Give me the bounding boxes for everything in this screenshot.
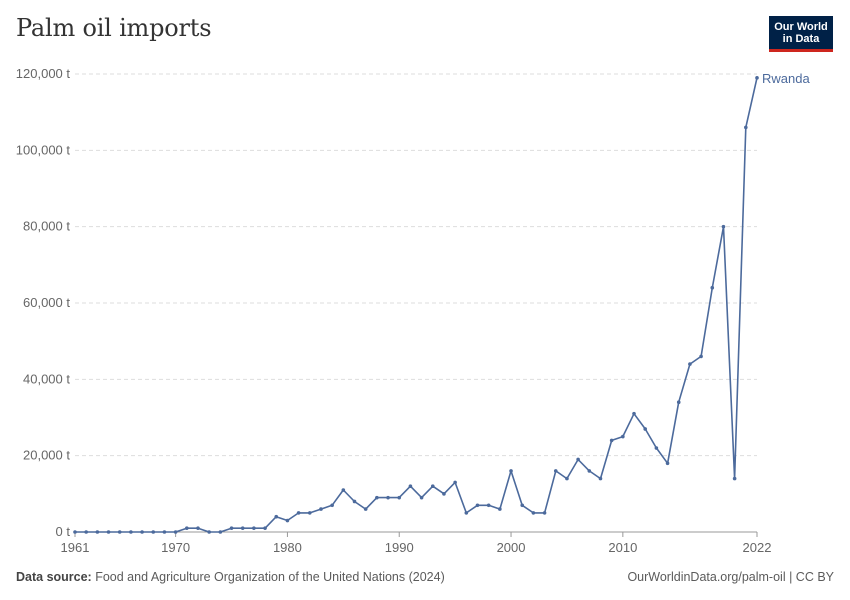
data-point xyxy=(509,469,513,473)
line-chart: 0 t 20,000 t 40,000 t 60,000 t 80,000 t 100,0… xyxy=(16,66,811,555)
x-tick-label: 2022 xyxy=(743,540,772,555)
data-point xyxy=(408,484,413,489)
data-point xyxy=(498,507,502,511)
data-point xyxy=(185,526,189,530)
x-tick-label: 2000 xyxy=(497,540,526,555)
data-point xyxy=(218,530,223,534)
x-tick-label: 1961 xyxy=(61,540,90,555)
data-point xyxy=(363,507,368,511)
data-source-label: Data source: xyxy=(16,570,92,584)
data-point xyxy=(151,530,156,534)
data-source-text: Food and Agriculture Organization of the… xyxy=(95,570,445,584)
data-point xyxy=(140,530,144,534)
y-tick-label: 0 t xyxy=(56,524,71,539)
series-line-rwanda xyxy=(75,77,758,533)
data-point xyxy=(632,411,636,416)
data-point xyxy=(95,530,100,534)
data-point xyxy=(654,446,659,450)
data-point xyxy=(375,495,379,500)
data-point xyxy=(609,438,614,443)
data-point xyxy=(565,476,569,481)
data-point xyxy=(643,427,647,431)
data-point xyxy=(341,488,346,492)
y-tick-label: 80,000 t xyxy=(23,219,70,234)
data-point xyxy=(520,503,525,508)
data-point xyxy=(330,503,334,508)
y-tick-label: 20,000 t xyxy=(23,448,70,463)
data-point xyxy=(240,526,245,530)
data-point xyxy=(699,354,703,359)
logo-line-2: in Data xyxy=(782,33,820,45)
data-point xyxy=(531,511,536,515)
y-tick-label: 100,000 t xyxy=(16,142,71,157)
data-point xyxy=(196,526,200,530)
data-point xyxy=(84,530,88,534)
data-point xyxy=(173,530,178,534)
data-point xyxy=(296,511,301,515)
data-point xyxy=(106,530,111,534)
data-point xyxy=(352,499,357,504)
logo-line-1: Our World xyxy=(774,21,828,33)
series-label: Rwanda xyxy=(762,71,810,86)
data-point xyxy=(229,526,234,530)
data-point xyxy=(319,507,323,511)
y-tick-label: 60,000 t xyxy=(23,295,70,310)
data-point xyxy=(621,434,625,439)
data-point xyxy=(73,530,77,534)
data-point xyxy=(710,285,715,290)
data-point xyxy=(576,457,580,462)
data-point xyxy=(207,530,211,534)
data-point xyxy=(464,511,469,515)
data-point xyxy=(744,125,748,130)
data-point xyxy=(755,76,759,80)
data-point xyxy=(263,526,267,530)
data-point xyxy=(732,476,737,481)
data-point xyxy=(386,495,390,500)
data-point xyxy=(475,503,480,508)
data-point xyxy=(442,492,446,496)
data-point xyxy=(129,530,133,534)
data-point xyxy=(307,511,312,515)
data-point xyxy=(430,484,435,489)
y-tick-label: 40,000 t xyxy=(23,371,70,386)
footer-url[interactable]: OurWorldinData.org/palm-oil | CC BY xyxy=(627,570,834,584)
data-point xyxy=(285,518,290,523)
data-point xyxy=(419,495,424,500)
x-tick-label: 2010 xyxy=(608,540,637,555)
data-point xyxy=(117,530,122,534)
data-source: Data source: Food and Agriculture Organi… xyxy=(16,570,445,584)
x-tick-label: 1980 xyxy=(273,540,302,555)
data-point xyxy=(676,400,681,405)
data-point xyxy=(542,511,547,515)
data-point xyxy=(587,469,592,473)
data-point xyxy=(274,514,279,519)
data-point xyxy=(252,526,256,530)
data-point xyxy=(721,224,726,229)
x-tick-label: 1990 xyxy=(385,540,414,555)
data-point xyxy=(162,530,167,534)
data-point xyxy=(486,503,491,508)
owid-logo[interactable]: Our World in Data xyxy=(769,16,833,52)
data-point xyxy=(553,469,558,473)
x-tick-label: 1970 xyxy=(161,540,190,555)
data-point xyxy=(453,480,457,485)
data-point xyxy=(665,461,670,466)
data-point xyxy=(397,495,402,500)
data-point xyxy=(598,476,603,481)
chart-title: Palm oil imports xyxy=(16,14,212,42)
y-tick-label: 120,000 t xyxy=(16,66,71,81)
data-point xyxy=(688,362,692,366)
